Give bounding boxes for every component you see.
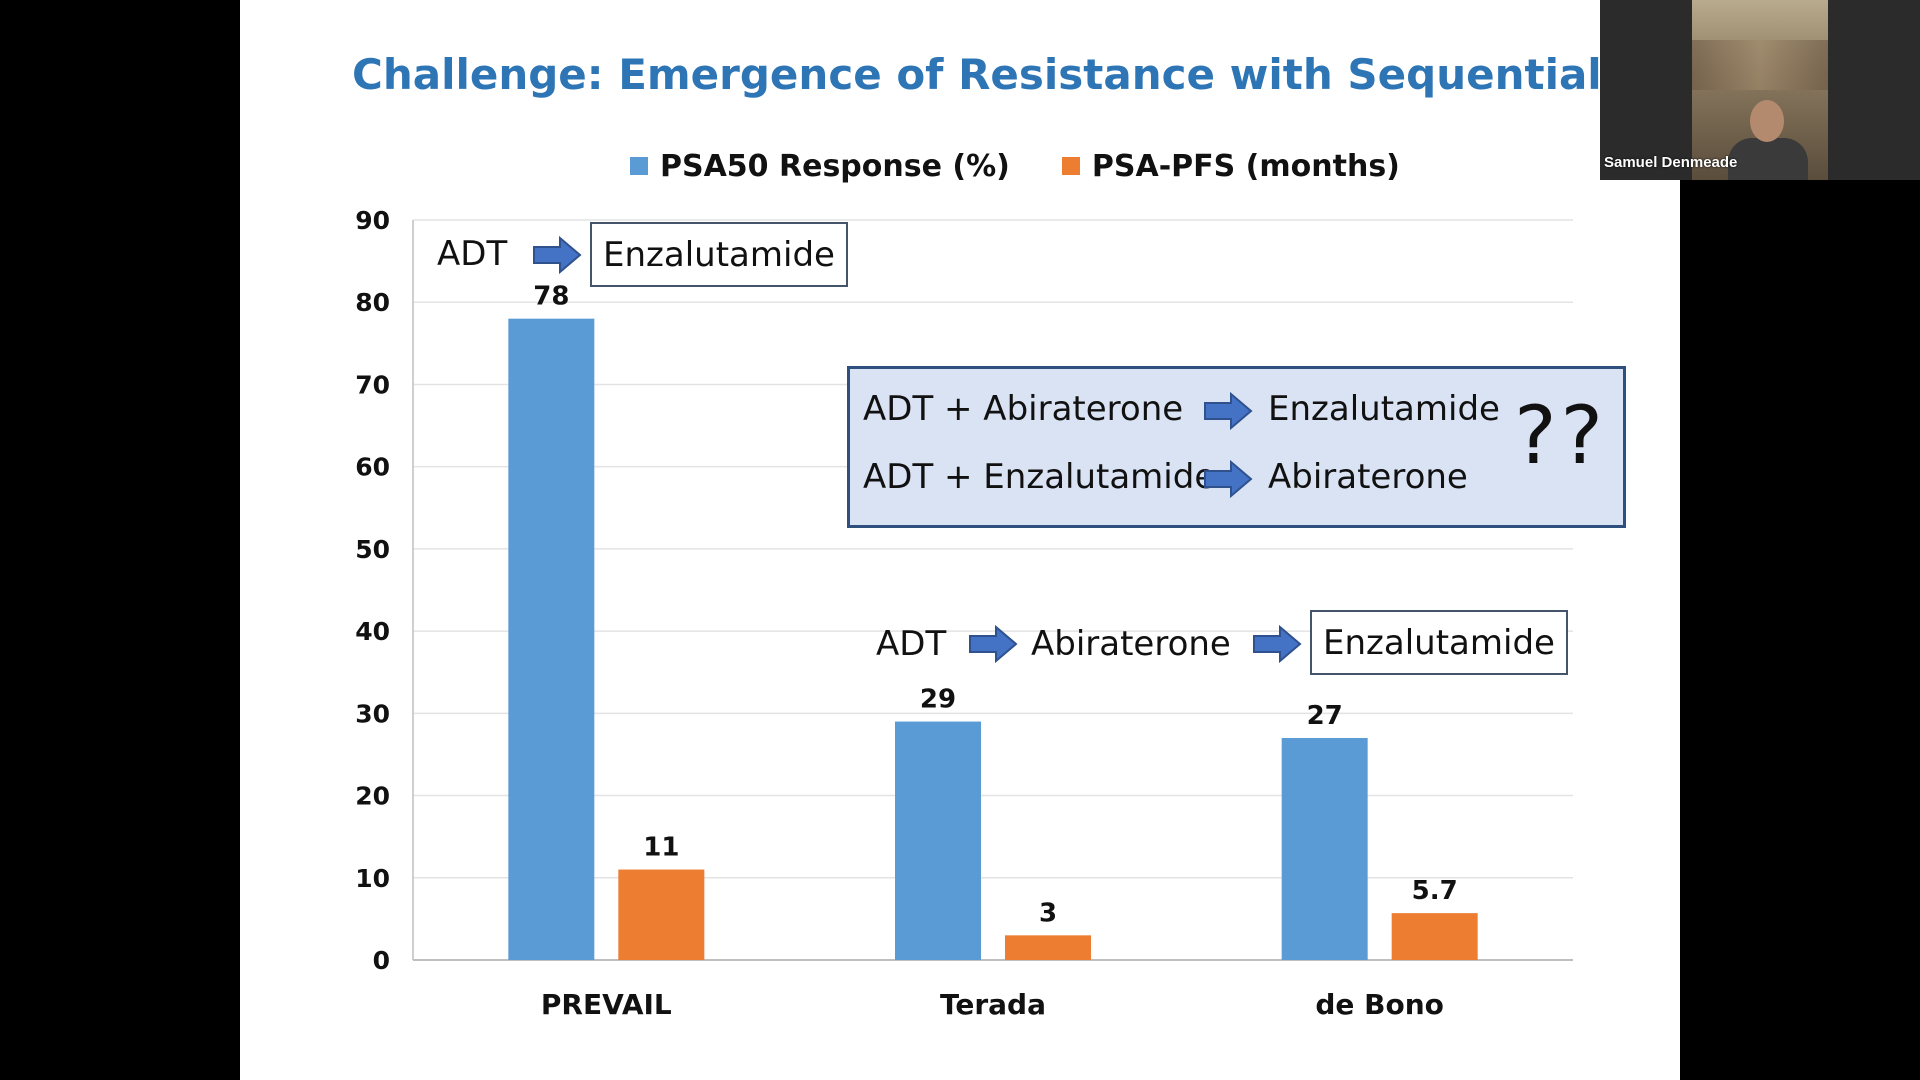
value-label: 5.7: [1412, 876, 1458, 906]
value-label: 27: [1307, 701, 1343, 731]
terada-seq-abiraterone: Abiraterone: [1031, 624, 1231, 664]
participant-video-feed: [1692, 0, 1828, 180]
y-tick-label: 0: [373, 946, 390, 975]
legend-item-psa50: PSA50 Response (%): [630, 149, 1010, 184]
category-labels: PREVAIL Terada de Bono: [541, 988, 1444, 1021]
chart-legend: PSA50 Response (%) PSA-PFS (months): [630, 146, 1452, 186]
arrow-right-icon: [1204, 459, 1253, 499]
legend-swatch-psapfs: [1061, 157, 1080, 175]
combination-sequence-box: ADT + Abiraterone Enzalutamide ADT + Enz…: [847, 366, 1626, 528]
background-shelf: [1692, 40, 1828, 90]
y-tick-label: 60: [355, 453, 390, 482]
value-label: 11: [643, 833, 679, 863]
bar-chart: 0 10 20 30 40 50 60 70 80 90 78 11 29 3 27 5.7 PREVAIL…: [355, 206, 1573, 1021]
arrow-right-icon: [1204, 391, 1253, 431]
bar-prevail-series0: [508, 318, 595, 961]
terada-seq-adt: ADT: [876, 624, 947, 664]
category-label: de Bono: [1315, 988, 1444, 1021]
prevail-seq-adt: ADT: [437, 234, 508, 274]
y-tick-label: 90: [355, 206, 390, 235]
y-tick-label: 70: [355, 370, 390, 399]
y-tick-label: 50: [355, 535, 390, 564]
value-label: 29: [920, 685, 956, 715]
bar-terada-series0: [895, 721, 981, 960]
y-axis: 0 10 20 30 40 50 60 70 80 90: [355, 206, 414, 975]
combo-row1-to: Enzalutamide: [1268, 389, 1500, 429]
combo-row1-from: ADT + Abiraterone: [863, 389, 1184, 429]
bar-de-bono-series0: [1281, 738, 1368, 960]
y-tick-label: 30: [355, 699, 390, 728]
bars: [508, 318, 1478, 961]
value-label: 3: [1039, 898, 1057, 928]
prevail-seq-enzalutamide: Enzalutamide: [590, 222, 848, 287]
participant-name: Samuel Denmeade: [1604, 154, 1738, 171]
value-label: 78: [533, 282, 569, 312]
y-tick-label: 40: [355, 617, 390, 646]
person-body: [1728, 138, 1808, 180]
y-tick-label: 10: [355, 864, 390, 893]
arrow-right-icon: [969, 624, 1018, 664]
person-head: [1750, 100, 1784, 142]
value-labels: 78 11 29 3 27 5.7: [533, 282, 1457, 929]
participant-video-tile[interactable]: Samuel Denmeade: [1600, 0, 1920, 180]
combo-row2-from: ADT + Enzalutamide: [863, 457, 1216, 497]
legend-item-psapfs: PSA-PFS (months): [1061, 148, 1400, 184]
combo-row2-to: Abiraterone: [1268, 457, 1468, 497]
bar-terada-series1: [1005, 935, 1091, 960]
category-label: PREVAIL: [541, 988, 672, 1021]
category-label: Terada: [940, 988, 1046, 1021]
arrow-right-icon: [533, 235, 582, 275]
y-tick-label: 80: [355, 288, 390, 317]
slide: Challenge: Emergence of Resistance with …: [240, 0, 1810, 1080]
legend-label-psa50: PSA50 Response (%): [660, 148, 1010, 184]
bar-prevail-series1: [618, 869, 705, 960]
y-tick-label: 20: [355, 782, 390, 811]
bar-de-bono-series1: [1391, 913, 1478, 960]
question-marks: ??: [1514, 389, 1607, 482]
arrow-right-icon: [1253, 624, 1302, 664]
terada-seq-enzalutamide: Enzalutamide: [1310, 610, 1568, 675]
legend-swatch-psa50: [630, 157, 648, 175]
legend-label-psapfs: PSA-PFS (months): [1091, 148, 1400, 184]
